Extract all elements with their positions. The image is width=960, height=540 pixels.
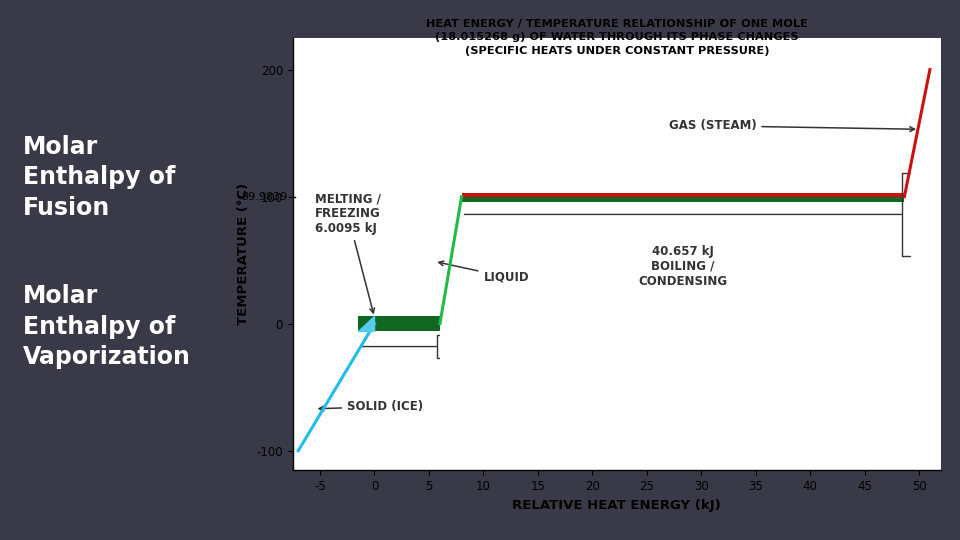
Bar [462,193,904,197]
Bar [462,197,904,202]
Bar [358,316,440,332]
X-axis label: RELATIVE HEAT ENERGY (kJ): RELATIVE HEAT ENERGY (kJ) [513,500,721,512]
Text: 40.657 kJ
BOILING /
CONDENSING: 40.657 kJ BOILING / CONDENSING [638,245,728,288]
Text: MELTING /
FREEZING
6.0095 kJ: MELTING / FREEZING 6.0095 kJ [315,192,380,313]
Text: SOLID (ICE): SOLID (ICE) [319,400,423,413]
Text: HEAT ENERGY / TEMPERATURE RELATIONSHIP OF ONE MOLE
(18.015268 g) OF WATER THROUG: HEAT ENERGY / TEMPERATURE RELATIONSHIP O… [426,19,807,56]
Text: 99.9839: 99.9839 [241,192,287,201]
Text: GAS (STEAM): GAS (STEAM) [668,119,915,132]
Text: LIQUID: LIQUID [439,261,529,284]
Polygon shape [358,316,374,332]
Text: Molar
Enthalpy of
Fusion: Molar Enthalpy of Fusion [23,134,176,220]
Y-axis label: TEMPERATURE (°C): TEMPERATURE (°C) [236,183,250,325]
Text: Molar
Enthalpy of
Vaporization: Molar Enthalpy of Vaporization [23,284,191,369]
